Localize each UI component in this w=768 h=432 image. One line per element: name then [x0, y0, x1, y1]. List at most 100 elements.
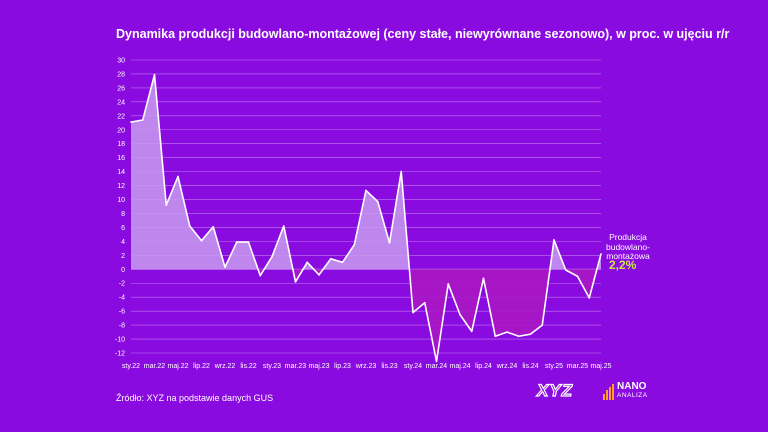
x-tick-label: wrz.22 [214, 363, 236, 370]
data-point [494, 335, 497, 338]
data-point [353, 244, 356, 246]
data-point [423, 301, 426, 304]
positive-area [131, 74, 601, 270]
y-tick-label: -6 [119, 309, 125, 316]
x-tick-label: lip.22 [193, 363, 210, 370]
data-point [506, 331, 508, 333]
data-point [576, 275, 579, 278]
y-tick-label: -2 [119, 281, 125, 288]
series-end-label-line: Produkcja [609, 232, 647, 242]
y-tick-label: 10 [117, 197, 125, 204]
series-end-label-line: montażowa [606, 251, 650, 261]
y-tick-label: 26 [117, 85, 125, 92]
data-point [247, 241, 250, 243]
negative-area [131, 269, 601, 362]
data-point [470, 330, 473, 333]
data-point [388, 241, 391, 244]
chart-title: Dynamika produkcji budowlano-montażowej … [116, 27, 730, 41]
data-point [224, 266, 226, 268]
data-point [529, 333, 532, 335]
x-tick-label: lis.22 [240, 363, 256, 370]
x-tick-label: lis.24 [522, 363, 538, 370]
y-tick-label: 28 [117, 71, 125, 78]
data-point [517, 335, 520, 338]
xyz-logo: XYZ [536, 380, 574, 400]
logo-analiza-text: ANALIZA [617, 392, 648, 399]
x-tick-label: sty.22 [122, 363, 140, 370]
data-point [165, 204, 168, 206]
nano-analiza-logo: NANO ANALIZA [603, 382, 648, 400]
x-tick-label: wrz.24 [496, 363, 518, 370]
x-tick-label: mar.22 [144, 363, 166, 370]
x-tick-label: maj.23 [308, 363, 329, 370]
data-point [271, 255, 273, 258]
x-tick-label: sty.23 [263, 363, 281, 370]
x-tick-label: maj.24 [449, 363, 470, 370]
y-tick-label: 14 [117, 169, 125, 176]
data-point [553, 239, 555, 241]
source-note: Źródło: XYZ na podstawie danych GUS [116, 393, 274, 403]
data-point [282, 225, 285, 227]
x-tick-label: lip.23 [334, 363, 351, 370]
last-value-label: 2,2% [609, 258, 637, 272]
data-point [588, 297, 591, 299]
x-tick-label: lis.23 [381, 363, 397, 370]
x-tick-label: mar.25 [567, 363, 589, 370]
x-tick-label: maj.22 [167, 363, 188, 370]
data-point [212, 225, 215, 228]
y-tick-label: 2 [121, 253, 125, 260]
series-end-label: Produkcja budowlano- montażowa [606, 232, 650, 262]
data-point [341, 261, 344, 264]
data-point [235, 241, 238, 243]
y-tick-label: 16 [117, 155, 125, 162]
data-point [259, 274, 262, 277]
data-point [412, 311, 414, 314]
y-tick-label: 12 [117, 183, 125, 190]
data-point [141, 119, 144, 121]
data-point [329, 258, 332, 260]
data-point [200, 239, 203, 242]
data-point [130, 121, 132, 123]
data-point [177, 175, 179, 178]
data-point [400, 170, 403, 173]
data-point [459, 313, 461, 316]
y-tick-label: 8 [121, 211, 125, 218]
x-tick-label: lip.24 [475, 363, 492, 370]
x-tick-label: sty.25 [545, 363, 563, 370]
y-tick-label: 24 [117, 99, 125, 106]
x-tick-label: mar.24 [426, 363, 448, 370]
logo-nano-text: NANO [617, 381, 647, 392]
y-tick-label: -10 [115, 337, 125, 344]
y-tick-label: 20 [117, 127, 125, 134]
data-point [447, 283, 450, 285]
x-tick-label: wrz.23 [355, 363, 377, 370]
data-point [564, 269, 567, 271]
y-tick-label: -4 [119, 295, 125, 302]
y-tick-label: 22 [117, 113, 125, 120]
data-point [318, 274, 320, 276]
data-point [188, 225, 191, 227]
y-tick-label: 30 [117, 58, 125, 65]
y-tick-label: 6 [121, 225, 125, 232]
data-point [365, 189, 367, 192]
data-point [600, 253, 602, 255]
y-tick-label: 18 [117, 141, 125, 148]
data-point [541, 324, 544, 326]
data-point [153, 73, 156, 76]
logo-bars-icon [603, 384, 614, 400]
y-tick-label: 0 [121, 267, 125, 274]
y-tick-label: 4 [121, 239, 125, 246]
x-tick-label: maj.25 [590, 363, 611, 370]
data-point [376, 200, 379, 203]
data-point [294, 281, 297, 283]
x-tick-label: mar.23 [285, 363, 307, 370]
data-point [435, 360, 438, 363]
data-point [306, 261, 309, 264]
x-tick-label: sty.24 [404, 363, 422, 370]
series-end-label-line: budowlano- [606, 241, 650, 252]
y-tick-label: -8 [119, 323, 125, 330]
data-point [482, 277, 485, 280]
y-tick-label: -12 [115, 351, 125, 358]
